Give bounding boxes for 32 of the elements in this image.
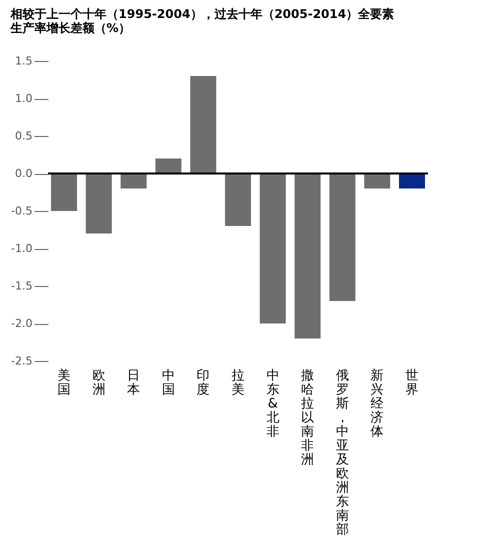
bar xyxy=(398,174,425,188)
chart-title: 相较于上一个十年（1995-2004），过去十年（2005-2014）全要素生产率增长差额（%） xyxy=(10,7,394,35)
bar xyxy=(329,174,356,301)
x-tick-label: 撒哈拉以南非洲 xyxy=(301,368,314,468)
bar xyxy=(260,174,286,324)
y-tick-label: -2.5 xyxy=(11,354,32,368)
y-tick-label: -1.0 xyxy=(11,242,32,255)
y-tick-label: 1.5 xyxy=(15,54,32,68)
x-tick-label: 新兴经济体 xyxy=(370,368,384,440)
bar xyxy=(294,174,321,338)
y-tick-label: -0.5 xyxy=(11,204,32,218)
x-tick-label: 印度 xyxy=(196,368,210,398)
y-tick-label: -2.0 xyxy=(11,317,32,330)
y-tick-label: -1.5 xyxy=(11,280,32,292)
y-tick-label: 0.5 xyxy=(15,130,32,142)
x-tick-label: 世界 xyxy=(405,368,418,398)
bar xyxy=(86,174,112,234)
x-tick-label: 日本 xyxy=(127,368,140,398)
x-tick-label: 欧洲 xyxy=(92,368,106,398)
bar xyxy=(364,174,390,188)
bar xyxy=(120,174,147,188)
category-label: 俄罗斯，中亚及欧洲东南部 xyxy=(336,368,349,538)
x-tick-label: 中国 xyxy=(162,368,175,398)
bar xyxy=(155,158,182,174)
x-tick-label: 拉美 xyxy=(232,368,244,398)
bar xyxy=(51,174,78,211)
y-tick-label: 0.0 xyxy=(15,167,32,180)
y-tick-label: 1.0 xyxy=(15,92,32,105)
x-tick-label: 美国 xyxy=(58,368,71,398)
bar xyxy=(225,174,251,226)
bar xyxy=(190,76,216,174)
x-tick-label: 中东&北非 xyxy=(266,368,280,440)
